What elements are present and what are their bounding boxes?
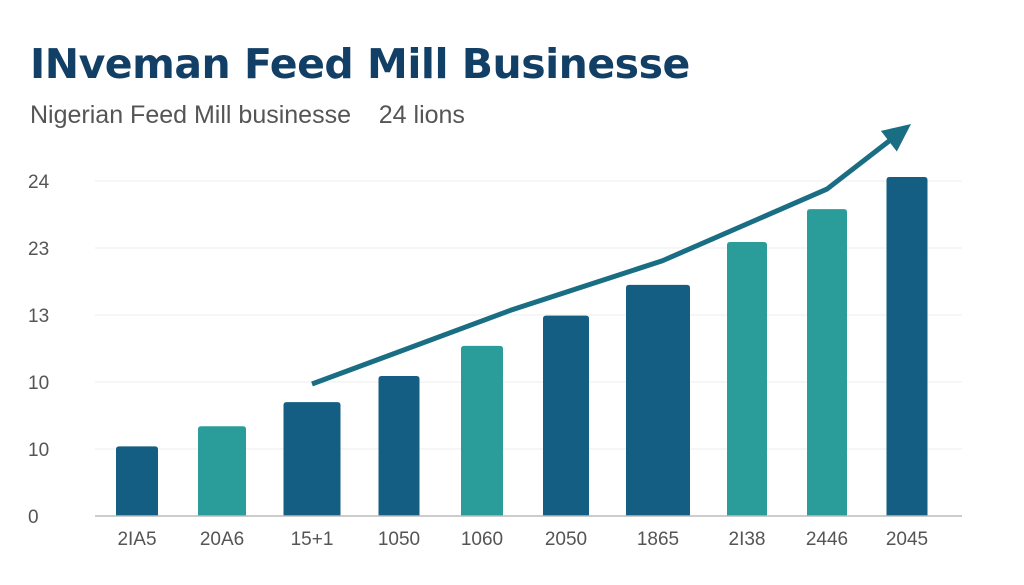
y-tick-label: 23 (28, 239, 49, 260)
bar (807, 209, 847, 516)
x-tick-label: 20A6 (200, 529, 244, 550)
x-tick-label: 2045 (886, 529, 928, 550)
bar (198, 426, 246, 516)
y-tick-label: 24 (28, 172, 50, 193)
bar (116, 446, 158, 516)
bar (461, 345, 503, 516)
chart-subtitle: Nigerian Feed Mill businesse 24 lions (30, 101, 465, 129)
x-tick-label: 1050 (378, 529, 420, 550)
y-tick-label: 13 (28, 306, 49, 327)
bar (378, 375, 420, 516)
bar (626, 284, 690, 516)
x-tick-label: 1060 (461, 529, 503, 550)
bar (886, 176, 928, 517)
trend-line (311, 135, 896, 387)
y-tick-label: 0 (28, 507, 39, 528)
x-tick-label: 15+1 (291, 529, 334, 550)
y-tick-label: 10 (28, 373, 49, 394)
chart-title: INveman Feed Mill Businesse (30, 40, 690, 88)
x-tick-label: 2050 (545, 529, 587, 550)
x-tick-label: 2IA5 (117, 529, 156, 550)
y-tick-label: 10 (28, 440, 49, 461)
trend-arrow-head-icon (880, 124, 911, 152)
x-tick-label: 1865 (637, 529, 679, 550)
bar (727, 241, 767, 516)
x-tick-label: 2446 (806, 529, 848, 550)
x-tick-label: 2I38 (729, 529, 766, 550)
bar (543, 315, 589, 516)
bar (283, 402, 341, 516)
